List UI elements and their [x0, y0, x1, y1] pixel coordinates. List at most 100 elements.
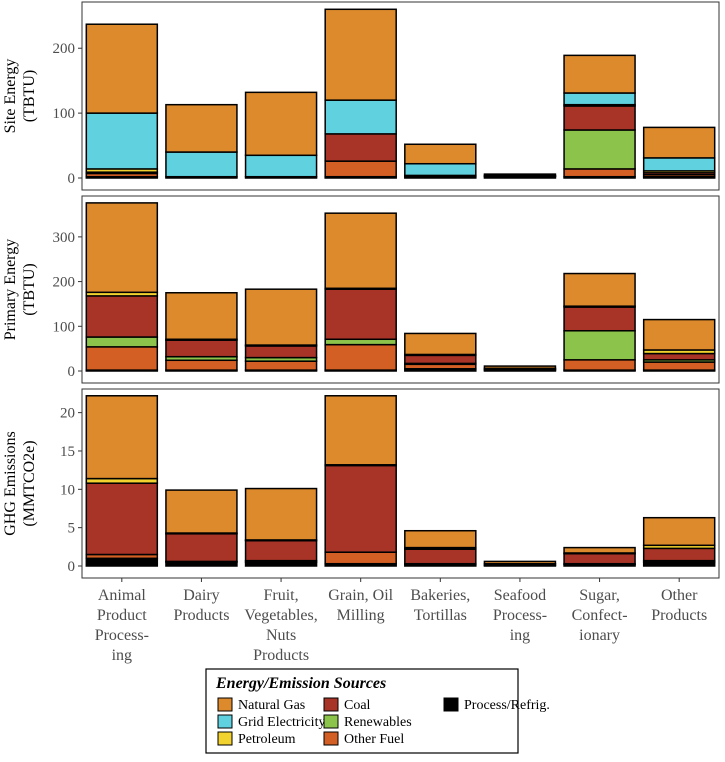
- legend-label-grid-electricity: Grid Electricity: [238, 715, 325, 730]
- bar-p1-seafood-process-ing-natural-gas: [483, 173, 557, 177]
- bar-p1-dairy-products-grid-electricity: [165, 151, 238, 178]
- category-label-other-products: Products: [651, 607, 707, 624]
- category-label-grain-oil-milling: Milling: [337, 607, 385, 624]
- category-label-bakeries-tortillas: Bakeries,: [410, 587, 470, 604]
- category-label-fruit-vegetables-nuts-products: Fruit,: [264, 587, 299, 604]
- bar-p3-grain-oil-milling-coal: [324, 464, 397, 553]
- bar-p3-sugar-confect-ionary-coal: [563, 552, 636, 565]
- bar-p1-sugar-confect-ionary-natural-gas: [563, 54, 636, 94]
- bar-p2-fruit-vegetables-nuts-products-other-fuel: [244, 360, 318, 371]
- legend-label-petroleum: Petroleum: [238, 732, 296, 747]
- bar-p3-grain-oil-milling-natural-gas: [324, 395, 397, 466]
- category-label-sugar-confect-ionary: Sugar,: [579, 587, 620, 604]
- bar-p2-grain-oil-milling-natural-gas: [324, 212, 397, 290]
- bar-p1-sugar-confect-ionary-other-fuel: [563, 168, 636, 178]
- bar-p3-seafood-process-ing-natural-gas: [483, 560, 557, 565]
- legend-key-grid-electricity: [217, 714, 233, 729]
- bar-p1-dairy-products-natural-gas: [165, 103, 238, 153]
- bar-p1-other-products-grid-electricity: [642, 157, 716, 172]
- bar-p1-sugar-confect-ionary-renewables: [563, 129, 636, 170]
- panel-1-ytick-label: 100: [53, 106, 76, 122]
- bar-p1-bakeries-tortillas-natural-gas: [404, 143, 477, 165]
- bar-p3-animal-product-process-ing-process-refrig: [85, 557, 159, 567]
- bar-p3-animal-product-process-ing-natural-gas: [85, 395, 159, 480]
- bar-p3-dairy-products-natural-gas: [165, 489, 238, 534]
- category-label-sugar-confect-ionary: Confect-: [572, 607, 628, 624]
- legend-key-natural-gas: [217, 697, 233, 712]
- bar-p1-sugar-confect-ionary-coal: [563, 105, 636, 131]
- bar-p3-dairy-products-coal: [165, 533, 238, 563]
- panel-3-ytick-label: 20: [60, 406, 75, 422]
- bar-p2-other-products-natural-gas: [642, 318, 716, 351]
- legend-label-natural-gas: Natural Gas: [238, 698, 305, 713]
- bar-p1-grain-oil-milling-natural-gas: [324, 8, 397, 101]
- bar-p2-animal-product-process-ing-other-fuel: [85, 346, 159, 371]
- bar-p2-fruit-vegetables-nuts-products-coal: [244, 345, 318, 359]
- panel-3-ylabel-line: GHG Emissions: [2, 431, 19, 535]
- legend-key-renewables: [323, 714, 339, 729]
- bar-p2-dairy-products-other-fuel: [165, 359, 238, 371]
- category-label-seafood-process-ing: ing: [510, 627, 530, 644]
- panel-3-ytick-label: 15: [60, 444, 75, 460]
- panel-2-ylabel-line: Primary Energy: [2, 239, 19, 340]
- panel-2-ytick-label: 200: [53, 275, 76, 291]
- panel-1-ytick-label: 200: [53, 41, 76, 57]
- category-label-seafood-process-ing: Process-: [493, 607, 547, 624]
- bar-p3-grain-oil-milling-other-fuel: [324, 551, 397, 565]
- bar-p2-bakeries-tortillas-coal: [404, 354, 477, 365]
- category-label-animal-product-process-ing: Animal: [98, 587, 147, 604]
- legend-label-other-fuel: Other Fuel: [344, 732, 404, 747]
- panel-2-ytick-label: 0: [68, 364, 76, 380]
- bar-p3-fruit-vegetables-nuts-products-coal: [244, 539, 318, 562]
- bar-p3-bakeries-tortillas-natural-gas: [404, 529, 477, 549]
- bar-p1-fruit-vegetables-nuts-products-grid-electricity: [244, 154, 318, 178]
- bar-p2-dairy-products-coal: [165, 339, 238, 358]
- category-label-grain-oil-milling: Grain, Oil: [328, 587, 393, 604]
- bar-p1-grain-oil-milling-grid-electricity: [324, 99, 397, 135]
- panel-2-ytick-label: 300: [53, 230, 76, 246]
- panel-3-ytick-label: 5: [68, 521, 76, 537]
- bar-p1-sugar-confect-ionary-grid-electricity: [563, 92, 636, 106]
- legend-key-petroleum: [217, 731, 233, 746]
- bar-p2-animal-product-process-ing-natural-gas: [85, 202, 159, 294]
- bar-p2-sugar-confect-ionary-other-fuel: [563, 359, 636, 371]
- bar-p2-animal-product-process-ing-renewables: [85, 336, 159, 348]
- category-label-animal-product-process-ing: Process-: [95, 627, 149, 644]
- category-label-bakeries-tortillas: Tortillas: [414, 607, 467, 624]
- bar-p2-other-products-other-fuel: [642, 361, 716, 371]
- bar-p1-fruit-vegetables-nuts-products-natural-gas: [244, 91, 318, 157]
- bar-p1-animal-product-process-ing-natural-gas: [85, 23, 159, 114]
- bar-p1-bakeries-tortillas-grid-electricity: [404, 162, 477, 177]
- bar-p2-sugar-confect-ionary-coal: [563, 306, 636, 332]
- panel-1-ylabel-line: Site Energy: [2, 59, 19, 134]
- bar-p3-other-products-coal: [642, 547, 716, 562]
- panel-2-ytick-label: 100: [53, 319, 76, 335]
- bar-p3-fruit-vegetables-nuts-products-natural-gas: [244, 487, 318, 541]
- panel-1-ytick-label: 0: [68, 171, 76, 187]
- panel-3-ylabel-line: (MMTCO2e): [21, 440, 38, 526]
- bar-p2-dairy-products-natural-gas: [165, 292, 238, 341]
- bar-p1-grain-oil-milling-coal: [324, 133, 397, 162]
- legend-key-process-refrig: [443, 697, 459, 712]
- bar-p3-bakeries-tortillas-coal: [404, 548, 477, 565]
- legend-label-process-refrig: Process/Refrig.: [464, 698, 550, 713]
- category-label-fruit-vegetables-nuts-products: Nuts: [266, 627, 296, 644]
- category-label-fruit-vegetables-nuts-products: Products: [253, 647, 309, 664]
- bar-p2-sugar-confect-ionary-natural-gas: [563, 272, 636, 307]
- panel-3-ytick-label: 10: [60, 482, 75, 498]
- legend-label-renewables: Renewables: [344, 715, 412, 730]
- bar-p2-sugar-confect-ionary-renewables: [563, 330, 636, 361]
- panel-1-ylabel-line: (TBTU): [21, 70, 38, 122]
- category-label-fruit-vegetables-nuts-products: Vegetables,: [244, 607, 317, 624]
- bar-p2-grain-oil-milling-renewables: [324, 338, 397, 346]
- category-label-dairy-products: Products: [173, 607, 229, 624]
- bar-p3-sugar-confect-ionary-natural-gas: [563, 546, 636, 554]
- bar-p1-grain-oil-milling-other-fuel: [324, 160, 397, 178]
- bar-p2-other-products-coal: [642, 352, 716, 361]
- bar-p3-other-products-natural-gas: [642, 516, 716, 547]
- bar-p2-seafood-process-ing-natural-gas: [483, 365, 557, 370]
- bar-p1-animal-product-process-ing-grid-electricity: [85, 112, 159, 170]
- category-label-animal-product-process-ing: Product: [97, 607, 147, 624]
